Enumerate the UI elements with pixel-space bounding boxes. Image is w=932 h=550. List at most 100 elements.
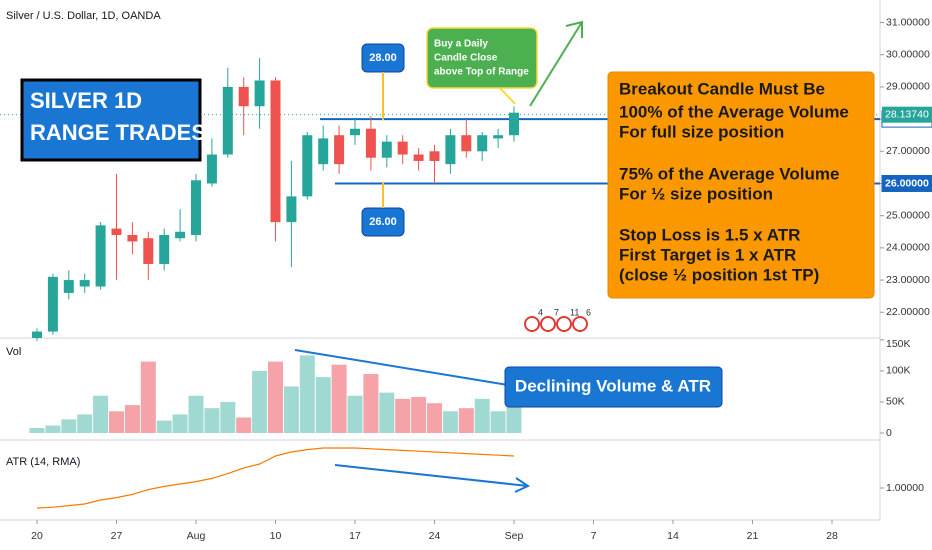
candle-body (493, 135, 504, 139)
level-tag (881, 174, 932, 192)
time-tick-label: 20 (31, 530, 43, 542)
volume-bar (124, 405, 140, 433)
time-tick-label: Sep (505, 530, 524, 542)
volume-bar (172, 414, 188, 433)
title-box (20, 78, 202, 162)
volume-tick-label: 150K (886, 338, 911, 350)
buy-note-pointer (499, 87, 516, 105)
volume-bar (363, 374, 379, 433)
volume-tick-label: 50K (886, 396, 905, 408)
atr-tick-label: 1.00000 (886, 482, 924, 494)
time-tick-label: 14 (667, 530, 679, 542)
title-box-text: SILVER 1D (30, 88, 142, 113)
event-flag (572, 316, 588, 332)
candle-body (429, 151, 440, 161)
volume-bar (331, 364, 347, 433)
price-tick-label: 27.00000 (886, 145, 930, 157)
event-flag (556, 316, 572, 332)
rules-text: Breakout Candle Must Be (619, 79, 825, 98)
volume-label: Vol (6, 346, 21, 358)
candle-body (222, 86, 233, 155)
price-tick-label: 23.00000 (886, 274, 930, 286)
candle-body (79, 280, 90, 287)
price-callout-text: 28.00 (369, 52, 397, 64)
time-tick-label: 27 (111, 530, 123, 542)
candle-body (334, 135, 345, 165)
volume-bar (93, 395, 109, 433)
candle-body (286, 196, 297, 223)
candle-body (63, 280, 74, 293)
rules-text: Stop Loss is 1.5 x ATR (619, 225, 800, 244)
price-callout-text: 26.00 (369, 216, 397, 228)
last-price-label: 28.13740 (885, 108, 929, 120)
breakout-arrow (529, 20, 583, 107)
rules-text: 75% of the Average Volume (619, 164, 839, 183)
time-tick-label: 10 (270, 530, 282, 542)
time-tick-label: 24 (429, 530, 441, 542)
volume-tick-label: 100K (886, 365, 911, 377)
candle-body (95, 225, 106, 287)
price-tick-label: 22.00000 (886, 306, 930, 318)
volume-bar (109, 411, 124, 433)
level-tag-label: 26.00000 (885, 177, 929, 189)
volume-bar (506, 405, 522, 433)
volume-bar (411, 396, 427, 433)
volume-bar (77, 414, 93, 433)
volume-note-text: Declining Volume & ATR (515, 376, 711, 395)
volume-bar (45, 425, 61, 433)
price-tick-label: 30.00000 (886, 49, 930, 61)
candle-body (32, 331, 42, 338)
volume-bar (379, 392, 395, 433)
candle-body (206, 154, 217, 184)
rules-text: 100% of the Average Volume (619, 102, 849, 121)
volume-bar (236, 417, 252, 433)
candle-body (254, 80, 265, 107)
candle-body (47, 276, 58, 332)
candle-body (397, 141, 408, 155)
volume-bar (299, 355, 315, 433)
volume-bar (156, 420, 172, 433)
candle-body (381, 141, 392, 158)
volume-bar (347, 395, 363, 433)
symbol-title: Silver / U.S. Dollar, 1D, OANDA (6, 10, 161, 22)
title-box-text: RANGE TRADES (30, 120, 206, 145)
time-tick-label: 21 (747, 530, 759, 542)
rules-text: First Target is 1 x ATR (619, 245, 796, 264)
candle-body (175, 231, 186, 239)
candle-body (445, 135, 456, 165)
buy-note-text: above Top of Range (434, 67, 529, 78)
price-tick-label: 24.00000 (886, 242, 930, 254)
event-count: 11 (570, 307, 579, 317)
time-tick-label: Aug (187, 530, 206, 542)
buy-note-box (426, 27, 538, 89)
event-count: 7 (554, 307, 559, 317)
volume-bar (220, 401, 236, 433)
volume-bar (315, 377, 331, 433)
candle-body (350, 128, 360, 136)
atr-trend-arrow (334, 464, 531, 493)
volume-bar (283, 386, 299, 433)
candle-body (413, 154, 424, 161)
rules-text: For ½ size position (619, 184, 773, 203)
volume-bar (252, 370, 268, 433)
buy-note-text: Candle Close (434, 53, 498, 64)
volume-bar (140, 361, 156, 433)
volume-bar (29, 428, 45, 433)
candle-body (509, 112, 519, 136)
volume-note-box (504, 366, 723, 408)
candle-body (127, 234, 138, 242)
volume-bar (490, 411, 506, 433)
volume-bar (188, 395, 204, 433)
last-price-tag (882, 106, 932, 123)
candle-body (461, 135, 472, 152)
time-tick-label: 7 (591, 530, 597, 542)
volume-bar (204, 408, 220, 433)
candle-body (365, 128, 376, 158)
buy-note-text: Buy a Daily (434, 39, 488, 50)
event-flag (524, 316, 540, 332)
candle-body (191, 180, 201, 235)
volume-bar (474, 398, 490, 433)
rules-text: (close ½ position 1st TP) (619, 265, 819, 284)
atr-label: ATR (14, RMA) (6, 456, 80, 468)
volume-trend-line (294, 349, 509, 386)
